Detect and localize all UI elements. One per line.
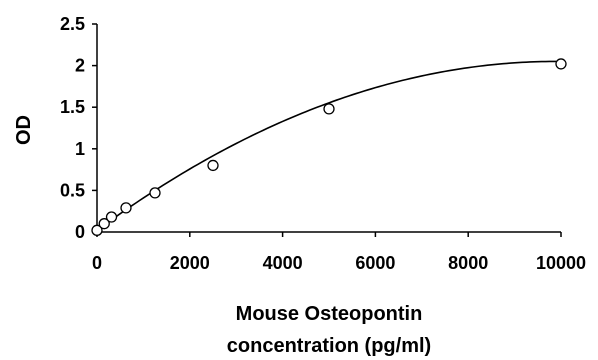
- tick-labels-layer: 0 0.5 1 1.5 2 2.5 0 2000 4000 6000 8000 10000: [60, 14, 586, 273]
- x-axis-title-line-1: Mouse Osteopontin: [236, 303, 423, 325]
- data-point: [91, 224, 103, 236]
- axes-layer: [92, 23, 562, 237]
- y-tick-label: 1.5: [60, 97, 85, 117]
- fit-curve-layer: [96, 60, 562, 231]
- x-tick-label: 6000: [355, 253, 395, 273]
- data-point: [105, 211, 118, 223]
- data-point: [323, 103, 335, 115]
- x-tick-label: 0: [92, 253, 102, 273]
- data-points-layer: [91, 58, 567, 236]
- y-tick-label: 0.5: [60, 180, 85, 200]
- data-point: [120, 202, 132, 214]
- y-tick-label: 2: [75, 56, 85, 76]
- x-tick-label: 4000: [263, 253, 303, 273]
- y-tick-label: 0: [75, 222, 85, 242]
- x-tick-label: 2000: [170, 253, 210, 273]
- data-point: [98, 218, 110, 230]
- data-point: [149, 187, 161, 199]
- data-point: [207, 159, 219, 172]
- x-tick-label: 10000: [536, 253, 586, 273]
- y-tick-label: 1: [75, 139, 85, 159]
- y-axis-title: OD: [13, 115, 35, 145]
- x-tick-label: 8000: [448, 253, 488, 273]
- x-axis-title-line-2: concentration (pg/ml): [227, 335, 431, 357]
- y-tick-label: 2.5: [60, 14, 85, 34]
- fit-curve-line: [96, 60, 562, 231]
- data-point: [555, 58, 567, 70]
